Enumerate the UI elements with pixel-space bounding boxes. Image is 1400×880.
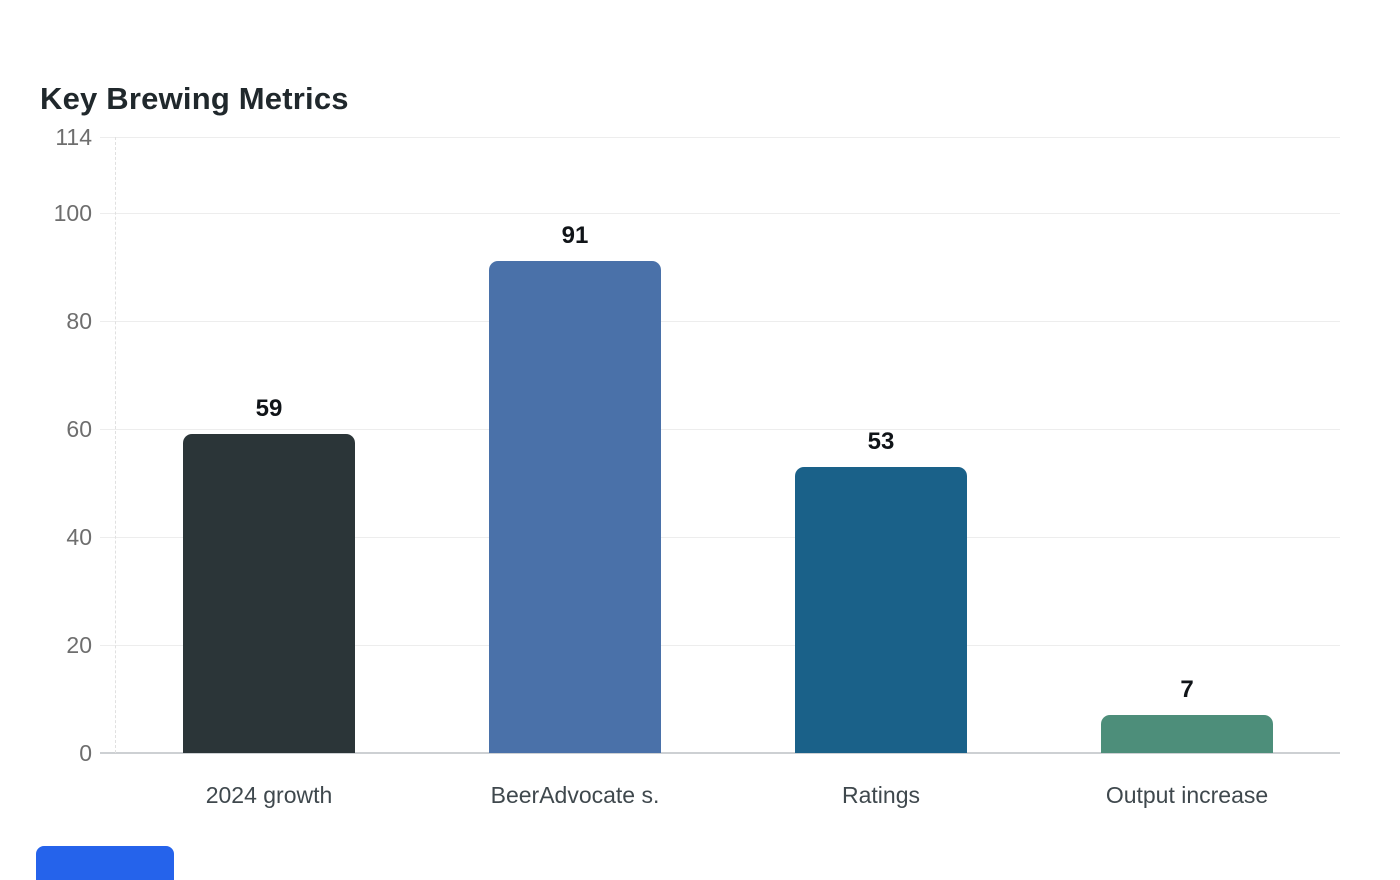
bar-output-increase[interactable] — [1101, 715, 1273, 753]
bar-value-label-output-increase: 7 — [1180, 676, 1194, 704]
y-tick-label-40: 40 — [66, 523, 92, 550]
bar-value-label-2024-growth: 59 — [255, 395, 283, 423]
chart-title: Key Brewing Metrics — [40, 80, 349, 116]
x-category-label-2024-growth: 2024 growth — [205, 782, 333, 808]
gridline-114 — [100, 137, 1340, 138]
y-tick-label-60: 60 — [66, 415, 92, 442]
gridline-40 — [100, 536, 1340, 538]
y-tick-label-114: 114 — [55, 124, 92, 150]
bar-ratings[interactable] — [795, 466, 967, 753]
bar-beeradvocate-s[interactable] — [489, 261, 661, 753]
bar-value-label-ratings: 53 — [867, 427, 895, 455]
y-tick-label-20: 20 — [66, 631, 92, 658]
gridline-100 — [100, 212, 1340, 214]
gridline-0 — [100, 752, 1340, 754]
gridline-60 — [100, 428, 1340, 430]
bottom-partial-button[interactable] — [36, 846, 174, 880]
y-axis-line — [115, 137, 116, 753]
x-category-label-beeradvocate-s: BeerAdvocate s. — [490, 782, 660, 808]
y-tick-label-80: 80 — [66, 307, 92, 334]
bar-value-label-beeradvocate-s: 91 — [561, 222, 589, 250]
y-tick-label-100: 100 — [53, 199, 92, 226]
gridline-80 — [100, 320, 1340, 322]
gridline-20 — [100, 644, 1340, 646]
bar-2024-growth[interactable] — [183, 434, 355, 753]
x-category-label-ratings: Ratings — [842, 782, 920, 808]
x-category-label-output-increase: Output increase — [1105, 782, 1269, 808]
y-tick-label-0: 0 — [79, 740, 92, 766]
